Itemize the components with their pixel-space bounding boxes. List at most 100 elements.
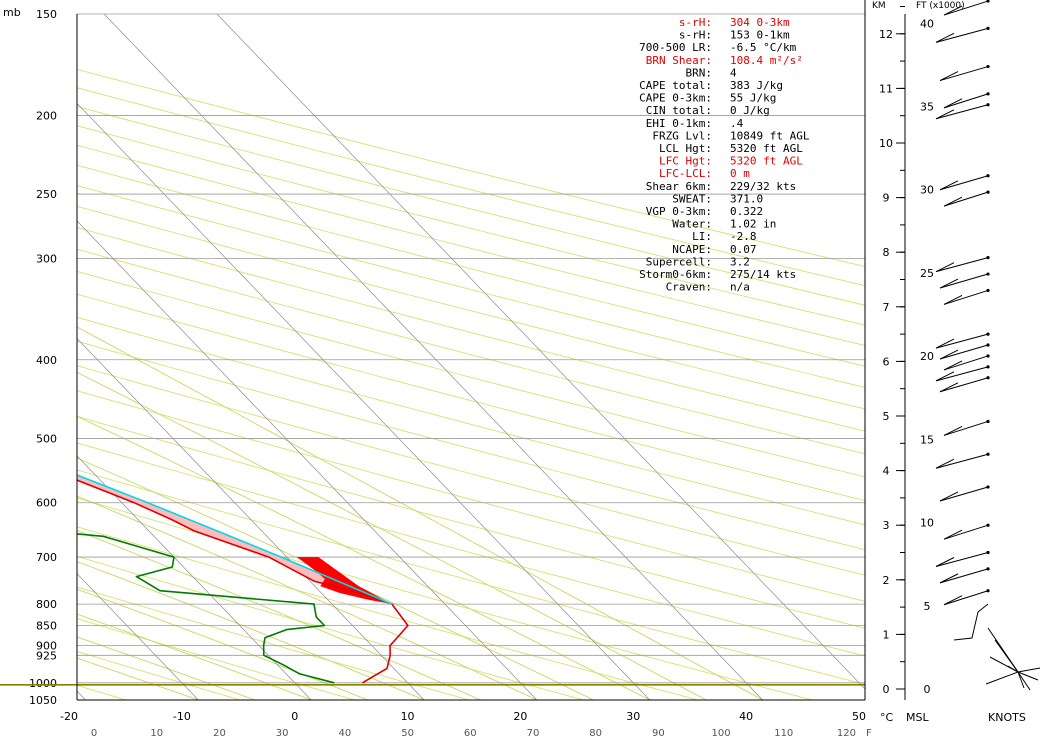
- km-tick-label: 9: [883, 192, 890, 205]
- wind-barb-staff: [935, 104, 989, 120]
- wind-barb: [943, 589, 990, 606]
- wind-barb-dot: [986, 485, 990, 489]
- fahrenheit-tick-label: 70: [527, 728, 540, 739]
- index-value: .4: [730, 117, 744, 130]
- km-tick-label: 10: [879, 137, 893, 150]
- cin-area: [297, 557, 392, 605]
- wind-barb-flag: [939, 382, 959, 393]
- celsius-tick-label: 10: [401, 710, 415, 723]
- wind-barb-staff: [935, 366, 989, 382]
- index-value: 0.07: [730, 243, 757, 256]
- wind-barb-flag: [943, 529, 963, 540]
- km-tick-label: 2: [883, 574, 890, 587]
- wind-barb-staff: [943, 590, 989, 606]
- pressure-tick-label: 250: [36, 188, 57, 201]
- fahrenheit-tick-label: 30: [276, 728, 289, 739]
- index-label: LI:: [692, 230, 712, 243]
- fahrenheit-tick-label: 90: [652, 728, 665, 739]
- wind-barb-flag: [943, 426, 963, 436]
- pressure-tick-label: 850: [36, 620, 57, 633]
- wind-barb-flag: [939, 71, 959, 82]
- index-label: Craven:: [666, 281, 712, 294]
- fahrenheit-tick-label: 50: [401, 728, 414, 739]
- index-label: SWEAT:: [672, 192, 712, 205]
- index-label: Storm0-6km:: [639, 268, 712, 281]
- height-axis: 0123456789101112130510152025303540: [879, 6, 934, 700]
- wind-barb-dot: [986, 452, 990, 456]
- low-level-wind-barb: [1017, 667, 1041, 673]
- wind-barb-dot: [986, 376, 990, 380]
- wind-barb-flag: [939, 349, 959, 360]
- axes: -20 -10 0 10 20 30 40 50 0 10 20 30 40 50 60 70 80 90 100 1…: [60, 0, 866, 739]
- celsius-tick-label: 20: [513, 710, 527, 723]
- wind-barb-staff: [939, 175, 989, 191]
- wind-barb: [943, 523, 990, 540]
- pressure-tick-label: 800: [36, 598, 57, 611]
- index-label: CAPE total:: [639, 79, 712, 92]
- wind-barb-flag: [935, 109, 955, 120]
- wind-barb-dot: [986, 26, 990, 30]
- celsius-tick-label: 0: [291, 710, 298, 723]
- index-value: 153 0-1km: [730, 29, 790, 42]
- isotherm: [77, 220, 538, 700]
- wind-barb: [939, 376, 990, 393]
- index-value: 229/32 kts: [730, 180, 796, 193]
- wind-barb: [935, 26, 990, 43]
- wind-barb-dot: [986, 103, 990, 107]
- shaded-areas: [77, 475, 392, 605]
- moist-adiabat: [77, 636, 255, 700]
- low-level-wind-barb: [1017, 671, 1039, 681]
- wind-barb-staff: [939, 377, 989, 393]
- wind-barb: [935, 550, 990, 567]
- wind-barb-dot: [986, 332, 990, 336]
- km-tick-label: 8: [883, 246, 890, 259]
- wind-barb-flag: [943, 98, 963, 109]
- wind-barb: [953, 603, 989, 641]
- celsius-unit-label: °C: [880, 711, 894, 724]
- ft-unit-label: FT (x1000): [916, 1, 965, 11]
- wind-barb: [935, 256, 990, 273]
- wind-barb: [943, 0, 990, 16]
- pressure-tick-label: 200: [36, 109, 57, 122]
- ft-tick-label: 20: [920, 350, 934, 363]
- moist-adiabat: [77, 495, 538, 700]
- wind-barb-dot: [986, 550, 990, 555]
- wind-barb-dot: [986, 174, 990, 178]
- index-value: 0 J/kg: [730, 104, 770, 117]
- km-tick-label: 6: [883, 355, 890, 368]
- ft-tick-label: 15: [920, 433, 934, 446]
- index-value: 371.0: [730, 192, 763, 205]
- wind-barb-flag: [943, 294, 963, 305]
- index-value: 10849 ft AGL: [730, 129, 810, 142]
- wind-barb-dot: [986, 64, 990, 69]
- index-label: EHI 0-1km:: [646, 117, 712, 130]
- moist-adiabat: [77, 326, 763, 700]
- wind-barb-dot: [986, 354, 990, 358]
- pressure-tick-label: 1050: [29, 694, 57, 707]
- fahrenheit-unit-label: F: [866, 728, 872, 739]
- fahrenheit-tick-label: 120: [837, 728, 856, 739]
- ft-tick-label: 0: [924, 683, 931, 696]
- km-tick-label: 3: [883, 519, 890, 532]
- wind-barb: [943, 419, 990, 436]
- index-label: Supercell:: [646, 255, 712, 268]
- wind-barb: [939, 485, 990, 502]
- wind-barb: [943, 288, 990, 305]
- wind-barb-flag: [935, 338, 955, 349]
- index-label: VGP 0-3km:: [646, 205, 712, 218]
- wind-barb-staff: [943, 191, 989, 207]
- km-tick-label: 12: [879, 28, 893, 41]
- km-tick-label: 1: [883, 628, 890, 641]
- wind-barb: [935, 332, 990, 349]
- low-level-wind-barb: [994, 639, 1019, 673]
- index-value: 383 J/kg: [730, 79, 783, 92]
- wind-barb-dot: [986, 92, 990, 96]
- index-value: -6.5 °C/km: [730, 41, 797, 54]
- wind-barb-dot: [986, 419, 990, 424]
- ft-tick-label: 35: [920, 101, 934, 114]
- wind-barb-dot: [986, 365, 990, 369]
- celsius-tick-label: 50: [852, 710, 866, 723]
- index-value: 108.4 m²/s²: [730, 54, 803, 67]
- moist-adiabat: [77, 530, 481, 700]
- km-tick-label: 4: [883, 465, 890, 478]
